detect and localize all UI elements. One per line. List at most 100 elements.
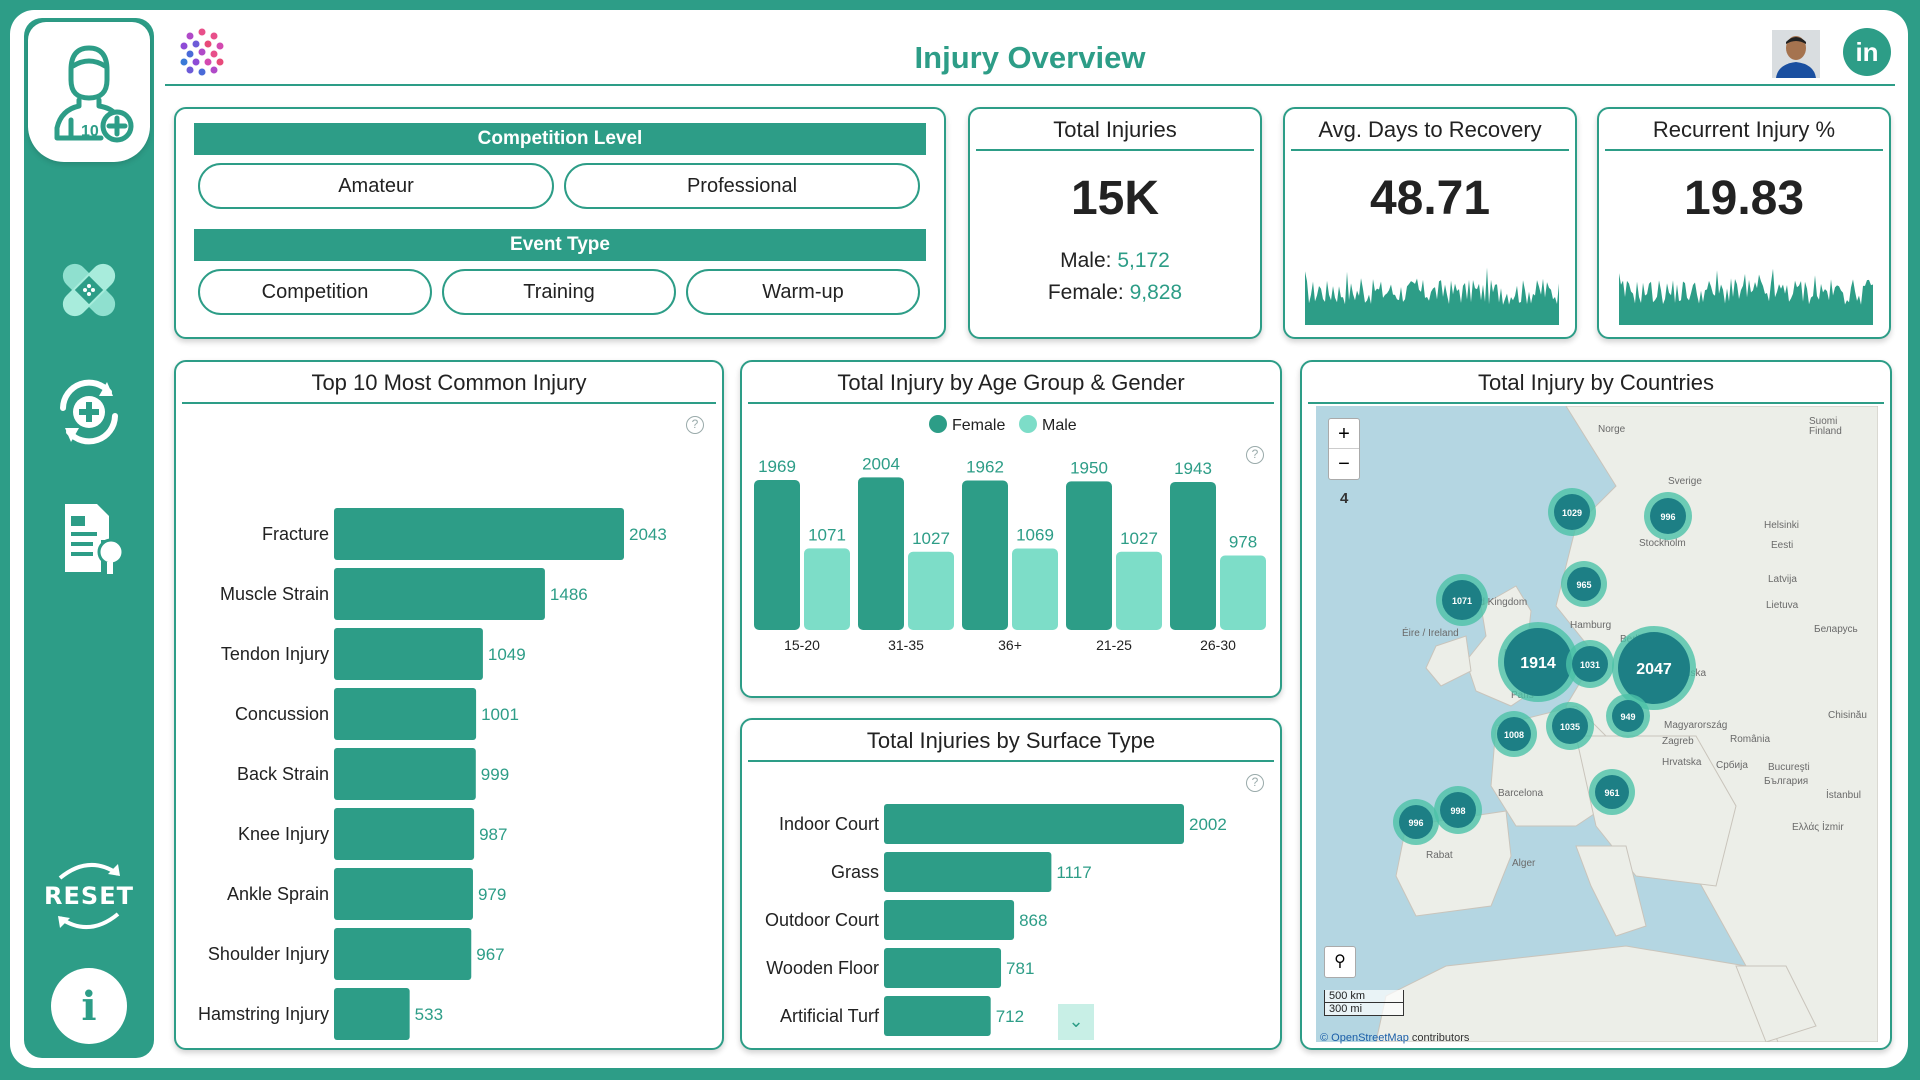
slicer-training-button[interactable]: Training <box>442 269 676 315</box>
bar-male[interactable] <box>1220 555 1266 630</box>
bar-female[interactable] <box>1066 481 1112 630</box>
map-cluster[interactable]: 1029 <box>1548 488 1596 536</box>
map-cluster[interactable]: 961 <box>1589 769 1635 815</box>
map-cluster[interactable]: 996 <box>1644 492 1692 540</box>
surface-chart: Indoor Court 2002 Grass 1117 Outdoor Court 86… <box>765 804 1227 1036</box>
bar-value-label: 1969 <box>758 457 796 476</box>
slicer-competition-button[interactable]: Competition <box>198 269 432 315</box>
cluster-label: 1035 <box>1560 722 1580 732</box>
bar-female[interactable] <box>754 479 800 630</box>
zoom-in-button[interactable]: + <box>1329 419 1359 449</box>
bar-value-label: 999 <box>481 765 509 784</box>
bar[interactable] <box>334 628 483 680</box>
map-cluster[interactable]: 1035 <box>1546 702 1594 750</box>
svg-text:Bucureşti: Bucureşti <box>1768 762 1810 773</box>
svg-text:România: România <box>1730 734 1770 745</box>
recurrent-sparkline <box>1619 268 1873 325</box>
reset-arrow-bottom-icon <box>58 912 120 930</box>
cluster-label: 998 <box>1450 806 1465 816</box>
bar-female[interactable] <box>858 477 904 630</box>
map-scale: 500 km 300 mi <box>1324 990 1404 1016</box>
cluster-label: 949 <box>1620 712 1635 722</box>
map-cluster[interactable]: 996 <box>1393 799 1439 845</box>
category-label: Grass <box>831 862 879 882</box>
bar[interactable] <box>884 804 1184 844</box>
map-zoom-control: + − <box>1328 418 1360 480</box>
bar-value-label: 978 <box>1229 532 1257 551</box>
bar[interactable] <box>334 748 476 800</box>
bandage-icon[interactable] <box>51 252 127 328</box>
bar[interactable] <box>334 568 545 620</box>
bar-value-label: 1486 <box>550 585 588 604</box>
chart-legend: Female Male <box>929 415 1077 434</box>
bar-value-label: 1071 <box>808 525 846 544</box>
cluster-label: 996 <box>1408 818 1423 828</box>
map-pin-icon[interactable]: ⚲ <box>1324 946 1356 978</box>
reset-button[interactable]: RESET <box>44 846 134 946</box>
player-icon: 10 <box>54 45 134 143</box>
cluster-label: 2047 <box>1636 661 1672 678</box>
slicer-warmup-button[interactable]: Warm-up <box>686 269 920 315</box>
report-icon[interactable] <box>51 500 127 576</box>
map-cluster[interactable]: 949 <box>1606 694 1650 738</box>
svg-text:United Kingdom: United Kingdom <box>1456 597 1527 608</box>
bar-female[interactable] <box>1170 481 1216 630</box>
svg-text:Ελλάς: Ελλάς <box>1792 821 1819 833</box>
kpi-avg-days-title: Avg. Days to Recovery <box>1291 117 1569 151</box>
map-attribution: © OpenStreetMap contributors <box>1320 1032 1469 1044</box>
linkedin-icon[interactable]: in <box>1843 28 1891 76</box>
bar-male[interactable] <box>1012 548 1058 630</box>
author-avatar <box>1772 30 1820 78</box>
event-type-header: Event Type <box>194 229 926 261</box>
cluster-layer[interactable]: 1029 996 965 1071 1914 1031 2047 949 1008 1035 961… <box>1316 406 1878 1042</box>
bar[interactable] <box>884 948 1002 988</box>
svg-text:Stockholm: Stockholm <box>1639 538 1686 549</box>
kpi-total-injuries-title: Total Injuries <box>976 117 1254 151</box>
map-cluster[interactable]: 965 <box>1561 561 1607 607</box>
zoom-out-button[interactable]: − <box>1338 453 1350 475</box>
bar-male[interactable] <box>908 551 954 630</box>
category-label: Concussion <box>235 704 329 724</box>
bar-male[interactable] <box>804 548 850 630</box>
help-icon[interactable]: ? <box>686 416 704 434</box>
osm-link[interactable]: © OpenStreetMap <box>1320 1032 1409 1044</box>
map-cluster[interactable]: 998 <box>1434 786 1482 834</box>
bar-female[interactable] <box>962 480 1008 630</box>
bar-male[interactable] <box>1116 551 1162 630</box>
sparkline-area <box>1619 268 1873 325</box>
map-cluster[interactable]: 1914 <box>1498 622 1578 702</box>
help-icon[interactable]: ? <box>1246 774 1264 792</box>
map-canvas[interactable]: Norge Sverige Suomi Finland Stockholm Helsin… <box>1316 406 1878 1042</box>
svg-text:България: България <box>1764 776 1808 787</box>
category-label: Knee Injury <box>238 824 329 844</box>
bar[interactable] <box>334 868 473 920</box>
chevron-down-icon[interactable]: ⌄ <box>1058 1004 1094 1040</box>
bar-value-label: 967 <box>476 945 504 964</box>
bar[interactable] <box>334 688 477 740</box>
category-label: Fracture <box>262 524 329 544</box>
bar-value-label: 712 <box>996 1007 1024 1026</box>
slicer-amateur-button[interactable]: Amateur <box>198 163 554 209</box>
reset-label: RESET <box>44 882 134 910</box>
bar[interactable] <box>884 996 991 1036</box>
kpi-recurrent: Recurrent Injury % 19.83 <box>1597 107 1891 339</box>
bar[interactable] <box>334 928 472 980</box>
bar[interactable] <box>334 988 410 1040</box>
category-label: Muscle Strain <box>220 584 329 604</box>
map-cluster[interactable]: 2047 <box>1612 626 1696 710</box>
map-cluster[interactable]: 1008 <box>1491 711 1537 757</box>
bar[interactable] <box>884 852 1052 892</box>
map-cluster[interactable]: 1071 <box>1436 574 1488 626</box>
help-icon[interactable]: ? <box>1246 446 1264 464</box>
svg-text:Беларусь: Беларусь <box>1814 624 1858 635</box>
brand-logo-icon <box>180 28 224 76</box>
recovery-icon[interactable] <box>51 374 127 450</box>
map-cluster[interactable]: 1031 <box>1566 640 1614 688</box>
bar-value-label: 781 <box>1006 959 1034 978</box>
bar[interactable] <box>884 900 1015 940</box>
svg-text:Finland: Finland <box>1809 426 1842 437</box>
bar[interactable] <box>334 808 475 860</box>
slicer-professional-button[interactable]: Professional <box>564 163 920 209</box>
bar[interactable] <box>334 508 624 560</box>
info-button[interactable]: i <box>51 968 127 1044</box>
